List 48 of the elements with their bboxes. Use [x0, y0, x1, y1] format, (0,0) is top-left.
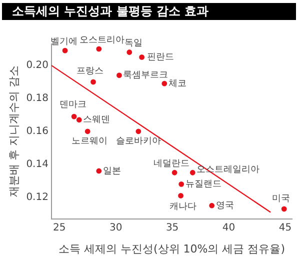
point [84, 128, 90, 134]
point [190, 170, 196, 176]
annotation: 일본 [102, 166, 121, 176]
point [281, 206, 287, 212]
point [178, 193, 184, 198]
y-tick-label: 0.14 [26, 158, 48, 170]
annotation: 네덜란드 [154, 158, 190, 169]
annotation: 벨기에 [50, 36, 78, 47]
annotation: 미국 [272, 194, 290, 204]
point [139, 54, 145, 60]
y-tick-label: 0.18 [26, 93, 48, 104]
point [209, 202, 215, 208]
y-tick-label: 0.16 [26, 126, 48, 137]
annotation: 덴마크 [60, 100, 87, 110]
point [178, 181, 184, 187]
annotation: 슬로바키아 [116, 136, 161, 147]
x-axis-title: 소득 세제의 누진성(상위 10%의 세금 점유율) [58, 242, 285, 256]
y-tick-label: 0.12 [26, 192, 48, 203]
annotation: 스웨덴 [83, 115, 110, 126]
x-tick-label: 40 [222, 222, 236, 234]
x-tick-label: 30 [109, 222, 122, 234]
annotation: 오스트리아 [79, 35, 124, 46]
y-tick-label: 0.20 [26, 60, 48, 72]
point [126, 50, 132, 55]
annotation: 뉴질랜드 [185, 180, 222, 190]
annotation: 캐나다 [169, 202, 196, 212]
y-axis-title: 재분배 후 지니계수의 감소 [7, 66, 20, 198]
x-tick-label: 35 [166, 222, 179, 234]
point [76, 117, 82, 123]
point [96, 168, 102, 174]
point [96, 46, 102, 52]
x-tick-label: 45 [278, 222, 292, 234]
point [71, 114, 77, 120]
annotation: 체코 [168, 78, 186, 89]
annotation: 프랑스 [76, 66, 104, 76]
point [62, 48, 68, 54]
point [136, 128, 142, 134]
point [116, 72, 122, 78]
point [162, 80, 168, 86]
annotation: 독일 [124, 38, 142, 49]
point [172, 170, 178, 176]
annotation: 핀란드 [146, 52, 174, 63]
point [90, 79, 96, 85]
annotation: 노르웨이 [72, 136, 108, 147]
x-tick-label: 25 [53, 222, 66, 234]
chart-title: 소득세의 누진성과 불평등 감소 효과 [2, 3, 296, 20]
annotation: 룩셈부르크 [123, 70, 168, 81]
annotation: 영국 [216, 200, 234, 211]
